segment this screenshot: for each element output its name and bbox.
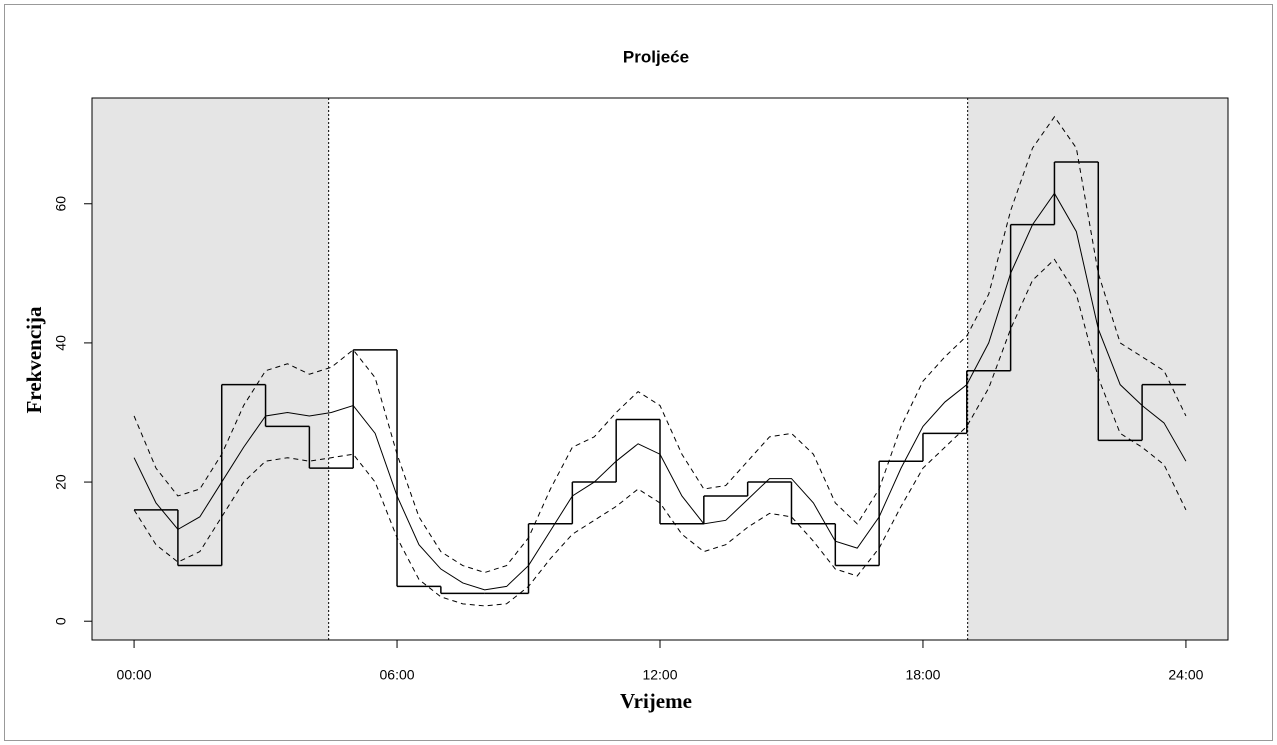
y-tick-label: 0	[53, 617, 69, 625]
x-tick-label: 00:00	[117, 667, 152, 683]
y-axis-label: Frekvencija	[22, 306, 46, 413]
x-axis-label: Vrijeme	[620, 689, 692, 713]
smooth-line	[133, 192, 1187, 591]
x-tick-label: 06:00	[380, 667, 415, 683]
night-shade	[92, 98, 329, 640]
x-tick-label: 18:00	[905, 667, 940, 683]
y-tick-label: 40	[53, 335, 69, 351]
plot-box	[91, 97, 1229, 641]
y-tick-label: 60	[53, 196, 69, 212]
chart-title: Proljeće	[623, 47, 689, 66]
x-tick-label: 24:00	[1168, 667, 1203, 683]
y-tick-label: 20	[53, 474, 69, 490]
confidence-line	[133, 115, 1187, 574]
x-tick-label: 12:00	[642, 667, 677, 683]
